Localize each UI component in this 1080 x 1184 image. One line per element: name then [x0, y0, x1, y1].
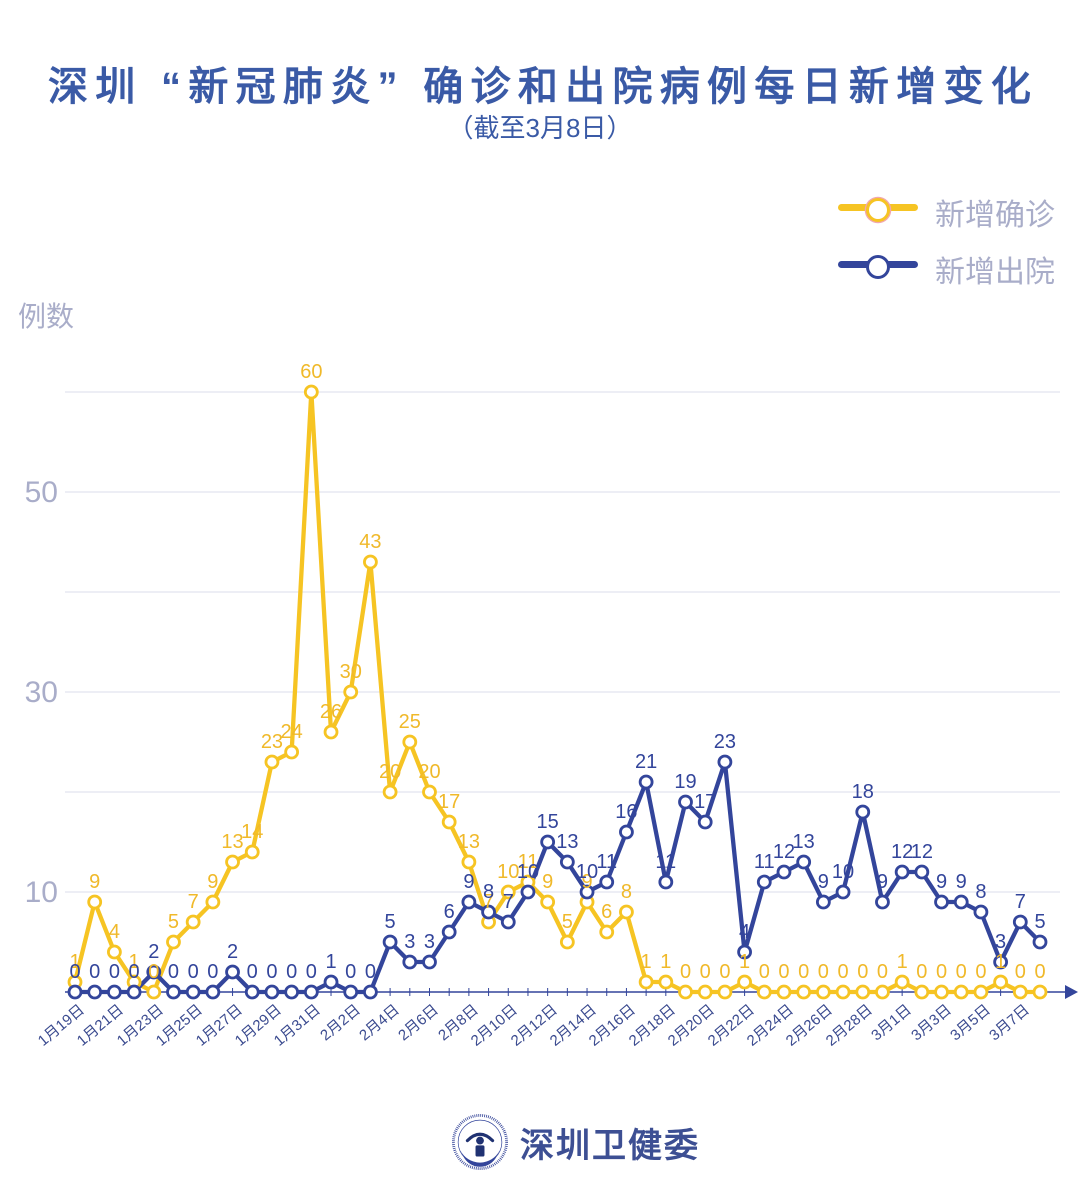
svg-text:5: 5	[385, 911, 396, 933]
svg-text:7: 7	[503, 891, 514, 913]
svg-text:0: 0	[700, 961, 711, 983]
svg-text:1: 1	[995, 951, 1006, 973]
svg-text:0: 0	[778, 961, 789, 983]
svg-text:14: 14	[241, 821, 263, 843]
svg-text:8: 8	[621, 881, 632, 903]
svg-text:0: 0	[247, 961, 258, 983]
svg-text:24: 24	[281, 721, 303, 743]
svg-text:2: 2	[227, 941, 238, 963]
svg-text:1: 1	[660, 951, 671, 973]
svg-text:13: 13	[793, 831, 815, 853]
svg-text:0: 0	[956, 961, 967, 983]
svg-text:23: 23	[714, 731, 736, 753]
svg-text:11: 11	[754, 851, 775, 873]
svg-text:0: 0	[306, 961, 317, 983]
svg-text:30: 30	[340, 661, 362, 683]
svg-text:0: 0	[857, 961, 868, 983]
svg-text:0: 0	[1015, 961, 1026, 983]
svg-text:4: 4	[109, 921, 120, 943]
svg-text:0: 0	[877, 961, 888, 983]
svg-text:7: 7	[1015, 891, 1026, 913]
svg-text:8: 8	[975, 881, 986, 903]
svg-text:17: 17	[694, 791, 716, 813]
svg-text:9: 9	[818, 871, 829, 893]
svg-text:17: 17	[438, 791, 460, 813]
svg-text:60: 60	[300, 361, 322, 383]
svg-text:0: 0	[759, 961, 770, 983]
svg-text:2: 2	[148, 941, 159, 963]
svg-text:0: 0	[188, 961, 199, 983]
svg-text:9: 9	[207, 871, 218, 893]
svg-text:50: 50	[25, 476, 58, 509]
svg-text:7: 7	[188, 891, 199, 913]
svg-text:18: 18	[852, 781, 874, 803]
svg-text:0: 0	[69, 961, 80, 983]
svg-text:13: 13	[556, 831, 578, 853]
svg-text:1: 1	[641, 951, 652, 973]
svg-text:0: 0	[286, 961, 297, 983]
svg-text:9: 9	[936, 871, 947, 893]
svg-text:43: 43	[359, 531, 381, 553]
svg-text:9: 9	[877, 871, 888, 893]
svg-text:19: 19	[674, 771, 696, 793]
svg-text:3: 3	[424, 931, 435, 953]
svg-text:1: 1	[897, 951, 908, 973]
svg-text:20: 20	[379, 761, 401, 783]
svg-text:0: 0	[148, 961, 159, 983]
svg-text:11: 11	[655, 851, 676, 873]
svg-text:21: 21	[635, 751, 657, 773]
svg-text:10: 10	[25, 876, 58, 909]
svg-text:1: 1	[325, 951, 336, 973]
svg-text:10: 10	[517, 861, 539, 883]
svg-text:8: 8	[483, 881, 494, 903]
svg-text:0: 0	[916, 961, 927, 983]
svg-text:0: 0	[129, 961, 140, 983]
svg-text:0: 0	[365, 961, 376, 983]
svg-text:5: 5	[168, 911, 179, 933]
svg-text:16: 16	[615, 801, 637, 823]
svg-text:10: 10	[832, 861, 854, 883]
svg-text:1: 1	[739, 951, 750, 973]
svg-text:0: 0	[266, 961, 277, 983]
svg-text:10: 10	[576, 861, 598, 883]
svg-text:11: 11	[596, 851, 617, 873]
svg-text:26: 26	[320, 701, 342, 723]
svg-text:0: 0	[207, 961, 218, 983]
svg-text:5: 5	[1034, 911, 1045, 933]
svg-text:9: 9	[463, 871, 474, 893]
svg-text:0: 0	[168, 961, 179, 983]
svg-text:0: 0	[837, 961, 848, 983]
svg-text:0: 0	[719, 961, 730, 983]
svg-text:0: 0	[345, 961, 356, 983]
svg-text:0: 0	[798, 961, 809, 983]
svg-text:0: 0	[1034, 961, 1045, 983]
svg-text:0: 0	[109, 961, 120, 983]
svg-text:0: 0	[680, 961, 691, 983]
svg-text:5: 5	[562, 911, 573, 933]
svg-text:3: 3	[404, 931, 415, 953]
svg-text:6: 6	[601, 901, 612, 923]
svg-text:9: 9	[89, 871, 100, 893]
svg-text:25: 25	[399, 711, 421, 733]
svg-text:13: 13	[458, 831, 480, 853]
svg-text:3: 3	[995, 931, 1006, 953]
svg-text:6: 6	[444, 901, 455, 923]
svg-text:0: 0	[936, 961, 947, 983]
svg-text:15: 15	[537, 811, 559, 833]
svg-text:4: 4	[739, 921, 750, 943]
svg-text:12: 12	[911, 841, 933, 863]
svg-text:9: 9	[542, 871, 553, 893]
svg-text:0: 0	[89, 961, 100, 983]
svg-text:30: 30	[25, 676, 58, 709]
svg-text:20: 20	[418, 761, 440, 783]
svg-text:9: 9	[956, 871, 967, 893]
svg-text:0: 0	[818, 961, 829, 983]
svg-text:0: 0	[975, 961, 986, 983]
